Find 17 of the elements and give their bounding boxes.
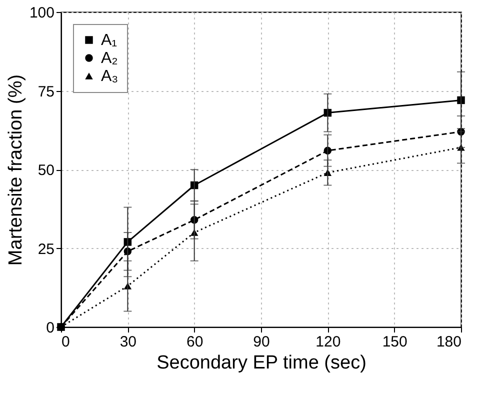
- x-tick-label: 90: [253, 334, 270, 350]
- x-axis-title: Secondary EP time (sec): [156, 352, 366, 374]
- x-tick-label: 60: [186, 334, 204, 350]
- y-tick-label: 50: [38, 162, 54, 179]
- x-tick-label: 150: [382, 334, 408, 350]
- x-tick-label: 180: [436, 334, 462, 350]
- x-tick-label: 0: [62, 334, 70, 350]
- y-tick-label: 100: [29, 4, 54, 22]
- y-tick-label: 25: [38, 240, 54, 258]
- legend-label: A₂: [101, 50, 118, 67]
- x-tick-label: 120: [316, 334, 341, 350]
- legend-label: A₁: [101, 32, 118, 49]
- y-tick-label: 0: [46, 320, 54, 336]
- legend-label: A₃: [101, 68, 118, 85]
- y-tick-label: 75: [38, 83, 54, 100]
- x-tick-label: 30: [120, 334, 137, 350]
- y-axis-title: Martensite fraction (%): [5, 74, 26, 266]
